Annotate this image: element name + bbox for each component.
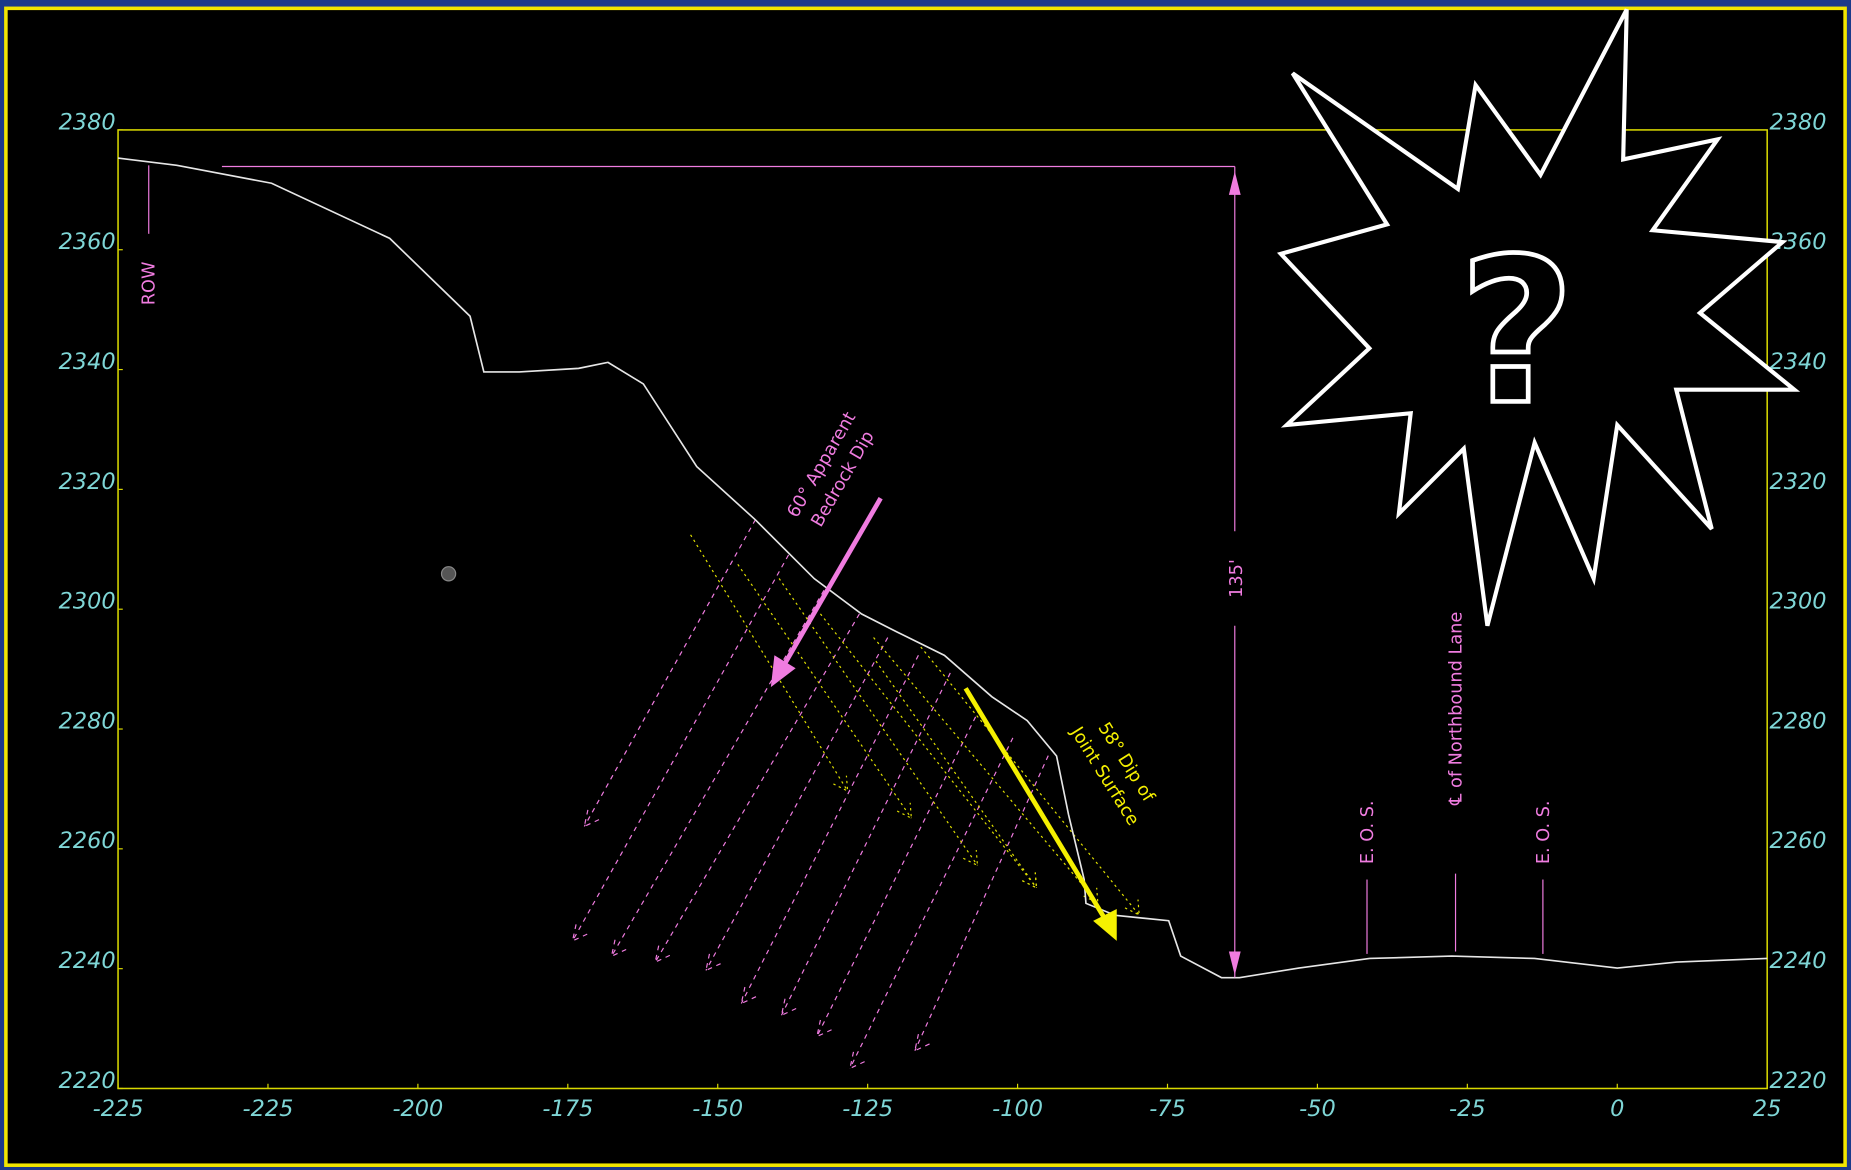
dimension-arrow bbox=[1228, 951, 1241, 976]
y-tick-label: 2340 bbox=[59, 349, 116, 375]
joint-arrow bbox=[963, 687, 1109, 923]
x-tick-label: -125 bbox=[842, 1096, 893, 1122]
y-tick-label: 2220 bbox=[59, 1068, 116, 1094]
y-tick-label: 2360 bbox=[59, 229, 116, 255]
ground-profile bbox=[117, 157, 1768, 979]
x-tick-label: 0 bbox=[1610, 1096, 1624, 1122]
joint-dip-line bbox=[819, 613, 1037, 889]
bedrock-dip-line bbox=[610, 590, 825, 957]
joint-dip-line bbox=[873, 637, 1099, 904]
joint-dip-line bbox=[875, 660, 1037, 889]
dimension-label: 135' bbox=[1227, 559, 1247, 598]
eos-label: E. O. S. bbox=[1358, 800, 1378, 864]
bedrock-dip-line bbox=[654, 613, 860, 963]
joint-dip-line bbox=[778, 578, 978, 866]
dimension-arrow bbox=[1228, 171, 1241, 195]
callout-mark: ? bbox=[1459, 216, 1575, 449]
eos-label: E. O. S. bbox=[1534, 800, 1554, 864]
y-tick-label-right: 2340 bbox=[1770, 349, 1827, 375]
y-tick-label: 2240 bbox=[59, 948, 116, 974]
decorations: ROW 135' E. O. S. ℄ of Northbound Lane E… bbox=[140, 8, 1801, 978]
joint-dip-line bbox=[920, 646, 1140, 916]
y-tick-label-right: 2380 bbox=[1770, 109, 1827, 135]
x-tick-label: -25 bbox=[1449, 1096, 1486, 1122]
y-tick-label: 2260 bbox=[59, 828, 116, 854]
x-tick-label: -75 bbox=[1149, 1096, 1186, 1122]
y-tick-label-right: 2220 bbox=[1770, 1068, 1827, 1094]
y-tick-label-right: 2240 bbox=[1770, 948, 1827, 974]
bedrock-dip-line bbox=[705, 637, 889, 971]
row-label: ROW bbox=[140, 262, 160, 306]
x-tick-label: -150 bbox=[692, 1096, 743, 1122]
y-tick-label-right: 2280 bbox=[1770, 708, 1827, 734]
x-tick-label: -175 bbox=[542, 1096, 593, 1122]
x-tick-label: -225 bbox=[93, 1096, 144, 1122]
x-tick-label: -50 bbox=[1299, 1096, 1336, 1122]
y-tick-label: 2300 bbox=[59, 589, 116, 615]
bedrock-dip-line bbox=[572, 554, 790, 942]
y-tick-label: 2380 bbox=[59, 109, 116, 135]
y-tick-label-right: 2260 bbox=[1770, 828, 1827, 854]
y-tick-label: 2280 bbox=[59, 708, 116, 734]
point-marker bbox=[440, 566, 457, 582]
bedrock-dip-line bbox=[740, 654, 919, 1004]
y-tick-label: 2320 bbox=[59, 469, 116, 495]
centerline-label: ℄ of Northbound Lane bbox=[1446, 612, 1466, 806]
bedrock-arrowhead bbox=[770, 655, 796, 688]
bedrock-dip-line bbox=[583, 519, 757, 827]
x-tick-label: 25 bbox=[1753, 1096, 1782, 1122]
bedrock-dip-line bbox=[780, 672, 951, 1016]
joint-dip-line bbox=[737, 564, 912, 819]
bedrock-dip-line bbox=[914, 755, 1049, 1051]
callout-burst bbox=[1276, 8, 1801, 627]
x-tick-label: -200 bbox=[392, 1096, 443, 1122]
y-tick-label-right: 2300 bbox=[1770, 589, 1827, 615]
x-tick-label: -100 bbox=[992, 1096, 1043, 1122]
x-tick-label: -225 bbox=[243, 1096, 294, 1122]
bedrock-arrow bbox=[779, 497, 883, 671]
y-tick-label-right: 2320 bbox=[1770, 469, 1827, 495]
joint-arrowhead bbox=[1093, 909, 1117, 941]
bedrock-dip-line bbox=[816, 708, 981, 1037]
